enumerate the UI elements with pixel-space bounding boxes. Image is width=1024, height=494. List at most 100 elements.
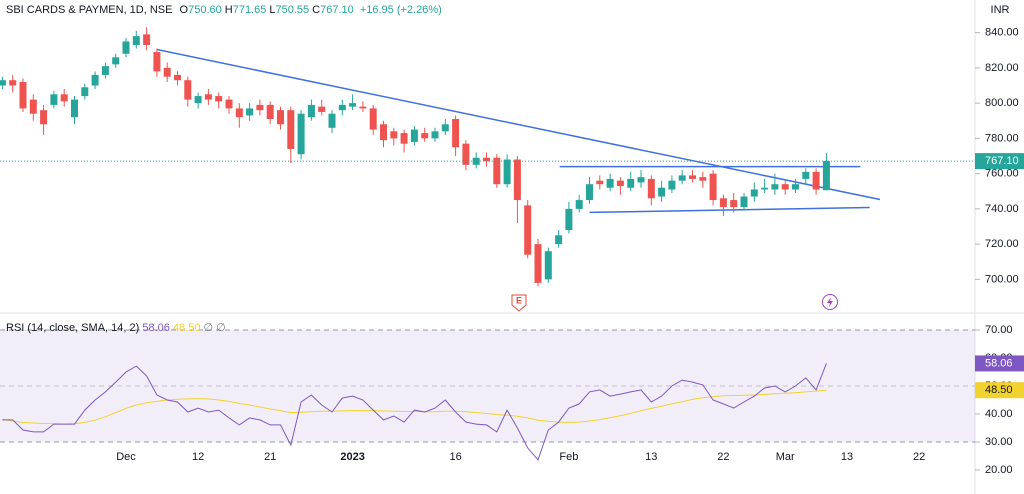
candle-body: [678, 175, 686, 181]
candle-body: [143, 34, 151, 45]
value-box: [975, 382, 1024, 399]
candle-body: [359, 106, 367, 109]
x-tick-label: 16: [449, 451, 461, 463]
ohlc: O750.60 H771.65 L750.55 C767.10: [180, 4, 357, 16]
candle-body: [483, 157, 490, 162]
x-tick-label: Feb: [559, 451, 578, 463]
candle-body: [225, 99, 233, 109]
x-tick-label: 22: [717, 451, 729, 463]
symbol: SBI CARDS & PAYMEN, 1D, NSE: [6, 4, 173, 16]
rsi-title: RSI (14, close, SMA, 14, 2): [6, 322, 140, 334]
candle-body: [184, 80, 192, 100]
candle-body: [50, 94, 58, 105]
candle-body: [390, 131, 398, 139]
event-icon-bolt: [827, 297, 833, 307]
candle-body: [174, 74, 181, 81]
y-tick-label: 700.00: [985, 273, 1019, 285]
candle-body: [19, 81, 27, 109]
candle-body: [163, 67, 171, 77]
candle-body: [81, 87, 89, 97]
candle-body: [101, 66, 109, 75]
candle-body: [750, 189, 758, 197]
candle-body: [9, 80, 17, 86]
candle-body: [400, 133, 408, 144]
symbol-header: SBI CARDS & PAYMEN, 1D, NSE O750.60 H771.…: [6, 4, 445, 16]
candle-body: [328, 113, 336, 128]
ohlc-key: L: [269, 4, 276, 16]
candle-body: [575, 200, 583, 209]
candle-body: [194, 96, 202, 104]
x-tick-label: 13: [841, 451, 853, 463]
candle-body: [689, 175, 696, 179]
candle-body: [740, 196, 748, 208]
candle-body: [771, 184, 779, 190]
candle-body: [586, 184, 593, 201]
candle-body: [719, 198, 727, 208]
ohlc-key: H: [224, 4, 233, 16]
candle-body: [307, 104, 315, 118]
ohlc-value: 767.10: [320, 4, 354, 16]
candle-body: [647, 178, 655, 199]
change: +16.95 (+2.26%): [359, 4, 442, 16]
candle-body: [122, 41, 130, 54]
rsi-line: [2, 363, 827, 461]
event-marker[interactable]: [822, 294, 838, 310]
value-label: 48.50: [985, 384, 1013, 396]
last-price-label: 767.10: [985, 155, 1019, 167]
candle-body: [493, 157, 501, 185]
rsi-line: [2, 389, 827, 425]
candle-body: [71, 99, 78, 118]
candle-body: [668, 180, 676, 190]
earnings-marker[interactable]: E: [511, 294, 527, 312]
candle-body: [246, 108, 254, 116]
candle-body: [0, 80, 6, 86]
y-tick-label: 820.00: [985, 62, 1019, 74]
candle-body: [544, 251, 552, 280]
candle-body: [555, 235, 563, 245]
value-box: [975, 355, 1024, 372]
candle-body: [524, 205, 532, 255]
candle-body: [215, 96, 223, 102]
candle-body: [266, 104, 274, 119]
y-tick-label: 40.00: [985, 408, 1013, 420]
y-tick-label: 780.00: [985, 132, 1019, 144]
candle-body: [256, 104, 264, 111]
y-tick-label: 720.00: [985, 238, 1019, 250]
ohlc-value: 750.60: [188, 4, 222, 16]
candle-body: [297, 113, 305, 155]
candle-body: [338, 104, 346, 111]
trendline: [589, 206, 870, 214]
candle-body: [802, 171, 810, 179]
y-tick-label: 800.00: [985, 97, 1019, 109]
candle-body: [472, 157, 480, 165]
sma-value: 48.50: [172, 322, 201, 334]
x-tick-label: 12: [192, 451, 204, 463]
candle-body: [462, 143, 470, 165]
y-tick-label: 760.00: [985, 168, 1019, 180]
candle-body: [60, 94, 68, 102]
candle-body: [441, 124, 449, 132]
candle-body: [534, 244, 542, 283]
candle-body: [792, 184, 799, 190]
x-tick-label: 22: [913, 451, 925, 463]
candle-body: [380, 124, 387, 141]
ohlc-key: O: [179, 4, 189, 16]
candle-body: [349, 103, 357, 107]
candle-body: [204, 94, 212, 100]
currency: INR: [991, 4, 1010, 16]
x-tick-label: Dec: [116, 451, 136, 463]
ohlc-key: C: [312, 4, 321, 16]
candle-body: [761, 187, 769, 190]
rsi-extra: ∅ ∅: [203, 322, 226, 334]
ohlc-value: 750.55: [275, 4, 310, 16]
candle-body: [235, 108, 243, 118]
candle-body: [781, 184, 789, 190]
x-tick-label: 21: [264, 451, 276, 463]
last-price-box: [975, 153, 1024, 170]
y-tick-label: 30.00: [985, 436, 1013, 448]
candle-body: [513, 159, 521, 201]
candle-body: [730, 200, 738, 208]
rsi-legend: RSI (14, close, SMA, 14, 2) 58.06 48.50 …: [6, 321, 226, 334]
